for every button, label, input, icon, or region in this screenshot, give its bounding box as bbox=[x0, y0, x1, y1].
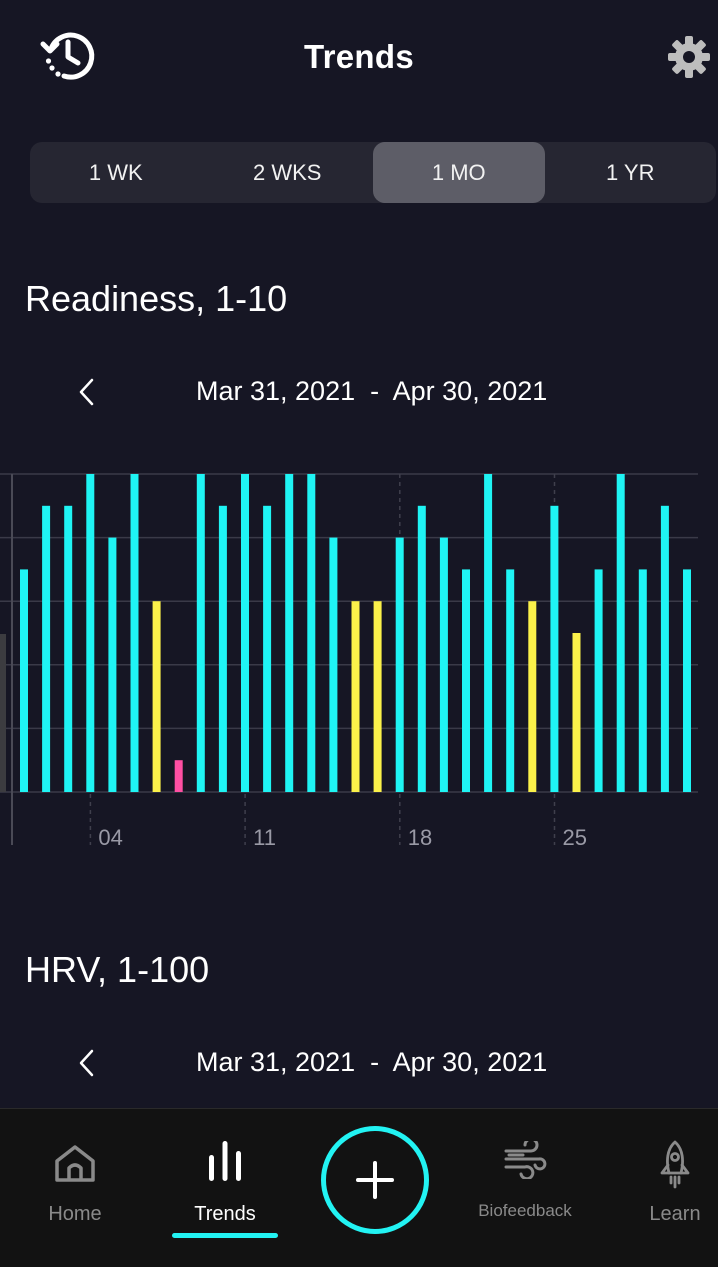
x-tick-label: 11 bbox=[253, 825, 276, 850]
nav-learn[interactable]: Learn bbox=[630, 1109, 718, 1267]
readiness-bar bbox=[439, 537, 448, 792]
hrv-date-separator: - bbox=[370, 1047, 380, 1077]
readiness-bar bbox=[196, 474, 205, 792]
readiness-bar bbox=[20, 569, 28, 792]
nav-trends[interactable]: Trends bbox=[175, 1109, 275, 1267]
readiness-bar bbox=[130, 474, 139, 792]
chevron-left-icon bbox=[79, 378, 94, 406]
readiness-bar bbox=[462, 569, 470, 792]
readiness-bar bbox=[638, 569, 647, 792]
readiness-bar bbox=[373, 601, 382, 792]
nav-trends-label: Trends bbox=[194, 1203, 256, 1225]
history-icon bbox=[40, 32, 95, 80]
readiness-bar bbox=[417, 505, 426, 792]
readiness-bar bbox=[42, 505, 51, 792]
plus-icon bbox=[356, 1161, 394, 1199]
readiness-bar bbox=[484, 474, 493, 792]
readiness-date-end: Apr 30, 2021 bbox=[392, 376, 548, 406]
readiness-bar bbox=[616, 474, 625, 792]
readiness-bar bbox=[108, 537, 117, 792]
readiness-previous-button[interactable] bbox=[72, 374, 102, 410]
bottom-navigation: Home Trends bbox=[0, 1108, 718, 1267]
hrv-date-start: Mar 31, 2021 bbox=[196, 1047, 356, 1077]
readiness-chart: 04 11 18 25 bbox=[0, 473, 698, 850]
readiness-bar bbox=[241, 474, 249, 792]
nav-biofeedback-label: Biofeedback bbox=[478, 1201, 572, 1220]
readiness-bar bbox=[506, 569, 515, 792]
readiness-bar bbox=[572, 633, 581, 792]
tab-1-year[interactable]: 1 YR bbox=[605, 160, 655, 185]
tab-2-weeks[interactable]: 2 WKS bbox=[253, 160, 322, 185]
chevron-left-icon bbox=[79, 1049, 94, 1077]
nav-biofeedback[interactable]: Biofeedback bbox=[465, 1109, 585, 1267]
settings-button[interactable] bbox=[666, 34, 712, 80]
readiness-bar bbox=[660, 505, 669, 792]
home-icon bbox=[55, 1145, 95, 1182]
readiness-bar bbox=[218, 505, 227, 792]
readiness-bar bbox=[395, 537, 404, 792]
active-tab-indicator bbox=[172, 1233, 278, 1238]
gear-icon bbox=[668, 36, 710, 78]
readiness-date-separator: - bbox=[370, 376, 380, 406]
history-button[interactable] bbox=[38, 25, 100, 87]
tab-1-month[interactable]: 1 MO bbox=[373, 142, 545, 203]
header: Trends bbox=[0, 0, 718, 118]
readiness-bar bbox=[351, 601, 360, 792]
readiness-bar bbox=[152, 601, 161, 792]
nav-learn-label: Learn bbox=[649, 1203, 701, 1225]
readiness-bar bbox=[594, 569, 603, 792]
nav-home[interactable]: Home bbox=[25, 1109, 125, 1267]
readiness-bar bbox=[263, 505, 272, 792]
readiness-bar bbox=[307, 474, 316, 792]
x-tick-label: 04 bbox=[98, 825, 122, 850]
readiness-date-start: Mar 31, 2021 bbox=[196, 376, 356, 406]
wind-icon bbox=[504, 1141, 547, 1179]
nav-home-label: Home bbox=[48, 1203, 102, 1225]
hrv-previous-button[interactable] bbox=[72, 1045, 102, 1081]
previous-period-bar bbox=[0, 634, 6, 792]
readiness-date-row: Mar 31, 2021 - Apr 30, 2021 bbox=[0, 372, 718, 412]
hrv-title: HRV, 1-100 bbox=[25, 949, 210, 990]
add-button[interactable] bbox=[321, 1126, 429, 1234]
readiness-date-range: Mar 31, 2021 - Apr 30, 2021 bbox=[196, 376, 547, 407]
readiness-bar bbox=[329, 537, 338, 792]
readiness-bar bbox=[174, 760, 183, 792]
x-tick-label: 18 bbox=[408, 825, 432, 850]
rocket-icon bbox=[660, 1140, 690, 1189]
hrv-date-row: Mar 31, 2021 - Apr 30, 2021 bbox=[0, 1043, 718, 1083]
hrv-date-end: Apr 30, 2021 bbox=[392, 1047, 548, 1077]
readiness-bar bbox=[528, 601, 537, 792]
page-title: Trends bbox=[303, 38, 414, 75]
tab-1-week[interactable]: 1 WK bbox=[88, 160, 143, 185]
readiness-bar bbox=[683, 569, 691, 792]
bar-chart-icon bbox=[209, 1141, 241, 1181]
range-selector: 1 WK 2 WKS 1 MO 1 YR bbox=[30, 142, 716, 203]
readiness-title: Readiness, 1-10 bbox=[25, 278, 288, 319]
readiness-bar bbox=[550, 505, 559, 792]
readiness-bar bbox=[285, 474, 294, 792]
readiness-bar bbox=[86, 474, 95, 792]
readiness-bar bbox=[64, 505, 73, 792]
hrv-date-range: Mar 31, 2021 - Apr 30, 2021 bbox=[196, 1047, 547, 1078]
x-tick-label: 25 bbox=[563, 825, 587, 850]
